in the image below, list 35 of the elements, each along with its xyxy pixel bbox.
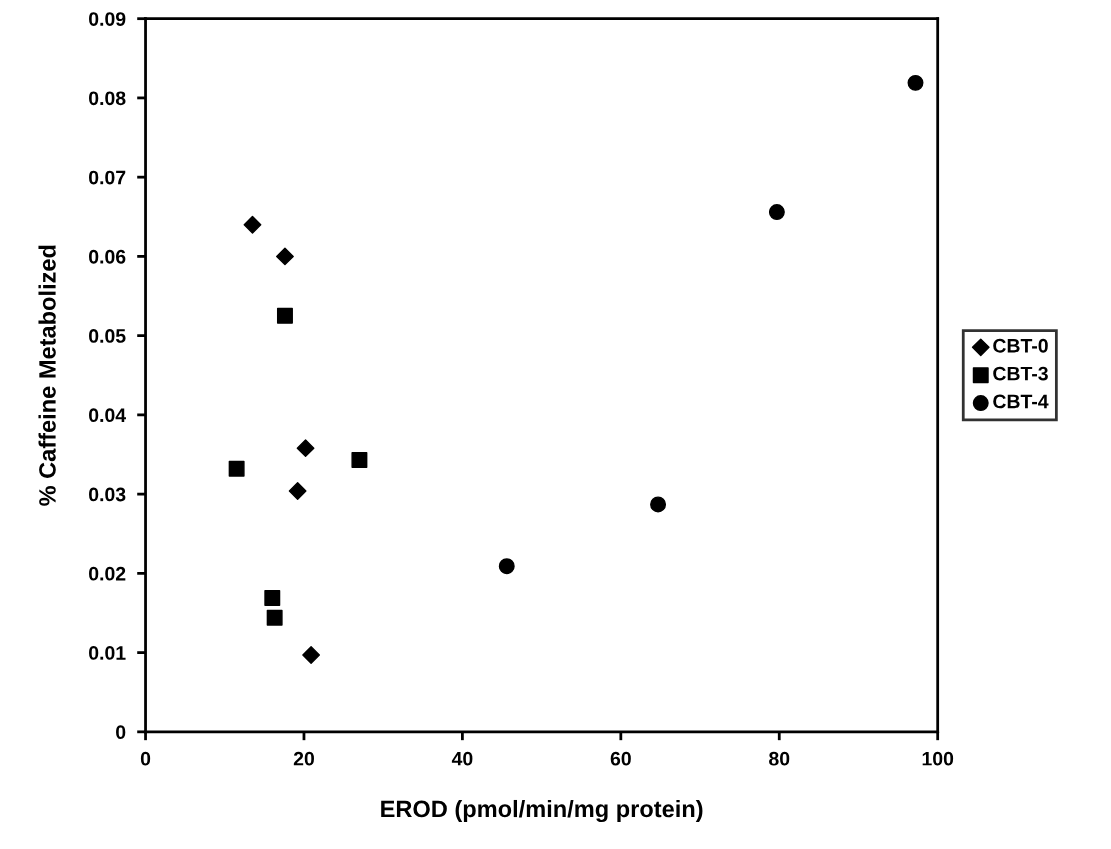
- y-tick-label: 0: [116, 725, 126, 740]
- y-tick-label: 0.05: [89, 329, 126, 343]
- y-tick-label: 0.09: [89, 12, 126, 26]
- point: [351, 452, 368, 469]
- legend-label: CBT-3: [993, 366, 1048, 381]
- point: [264, 589, 281, 606]
- point: [768, 204, 785, 221]
- x-tick-label: 40: [451, 751, 473, 766]
- y-tick-label: 0.04: [89, 408, 126, 423]
- y-tick-label: 0.07: [89, 170, 126, 185]
- point: [276, 307, 293, 324]
- point: [288, 482, 307, 500]
- point: [266, 609, 283, 626]
- x-axis-title: EROD (pmol/min/mg protein): [381, 799, 703, 823]
- point: [907, 74, 924, 91]
- x-tick-label: 80: [769, 751, 790, 766]
- point: [498, 558, 515, 575]
- point: [296, 439, 315, 458]
- x-tick-label: 0: [140, 751, 151, 766]
- legend-label: CBT-0: [993, 338, 1048, 353]
- y-tick-label: 0.01: [89, 646, 126, 660]
- point: [276, 247, 294, 266]
- y-tick-label: 0.06: [89, 249, 126, 264]
- legend-label: CBT-4: [993, 394, 1049, 409]
- y-tick-label: 0.03: [89, 487, 126, 502]
- point: [650, 496, 667, 513]
- x-tick-label: 100: [922, 751, 954, 766]
- point: [302, 646, 321, 664]
- y-axis-title: % Caffeine Metabolized: [38, 245, 56, 506]
- x-tick-label: 60: [610, 751, 631, 766]
- point: [243, 215, 262, 234]
- y-tick-label: 0.08: [89, 91, 126, 106]
- y-tick-label: 0.02: [89, 566, 126, 581]
- x-tick-label: 20: [293, 751, 314, 766]
- point: [228, 460, 245, 477]
